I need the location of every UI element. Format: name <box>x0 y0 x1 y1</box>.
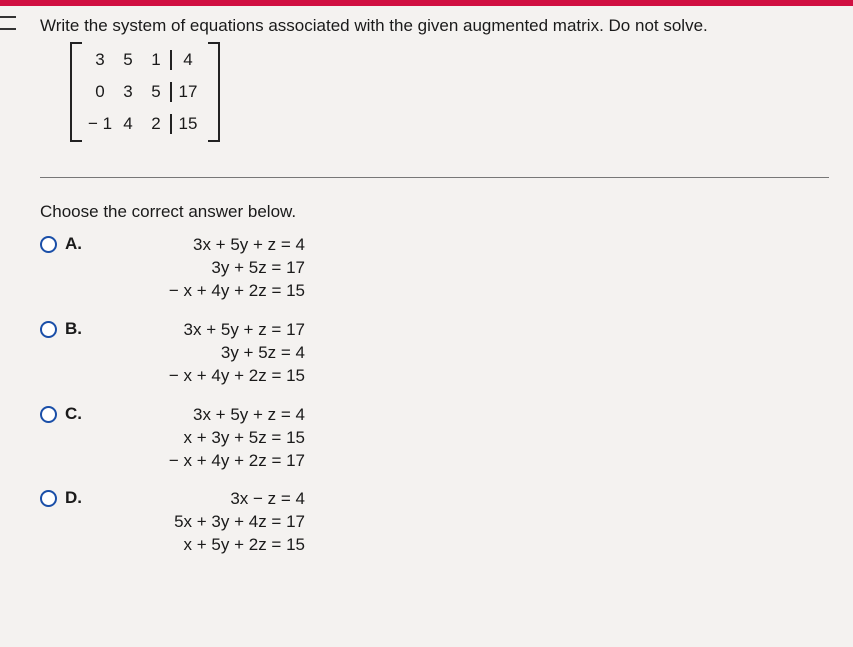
equation-line: 3y + 5z = 17 <box>105 257 305 280</box>
matrix-cell: 2 <box>142 114 170 134</box>
equation-line: 5x + 3y + 4z = 17 <box>105 511 305 534</box>
option-letter: B. <box>65 319 105 339</box>
option-letter: A. <box>65 234 105 254</box>
radio-icon[interactable] <box>40 236 57 253</box>
option-equations: 3x + 5y + z = 4 x + 3y + 5z = 15 − x + 4… <box>105 404 305 473</box>
option-equations: 3x − z = 4 5x + 3y + 4z = 17 x + 5y + 2z… <box>105 488 305 557</box>
option-equations: 3x + 5y + z = 17 3y + 5z = 4 − x + 4y + … <box>105 319 305 388</box>
matrix-left-bracket <box>70 42 82 142</box>
matrix-right-bracket <box>208 42 220 142</box>
question-text: Write the system of equations associated… <box>40 16 829 36</box>
equation-line: 3x + 5y + z = 17 <box>105 319 305 342</box>
radio-icon[interactable] <box>40 406 57 423</box>
equation-line: 3x + 5y + z = 4 <box>105 234 305 257</box>
matrix-cell: 3 <box>114 82 142 102</box>
radio-icon[interactable] <box>40 490 57 507</box>
matrix-cell: − 1 <box>86 114 114 134</box>
option-b[interactable]: B. 3x + 5y + z = 17 3y + 5z = 4 − x + 4y… <box>40 319 829 388</box>
matrix-aug-cell: 4 <box>170 50 204 70</box>
equation-line: 3y + 5z = 4 <box>105 342 305 365</box>
choose-prompt: Choose the correct answer below. <box>40 202 829 222</box>
option-a[interactable]: A. 3x + 5y + z = 4 3y + 5z = 17 − x + 4y… <box>40 234 829 303</box>
option-d[interactable]: D. 3x − z = 4 5x + 3y + 4z = 17 x + 5y +… <box>40 488 829 557</box>
matrix-cell: 0 <box>86 82 114 102</box>
equation-line: − x + 4y + 2z = 15 <box>105 280 305 303</box>
augmented-matrix: 3 5 1 4 0 3 5 17 − 1 4 2 15 <box>70 42 220 147</box>
option-equations: 3x + 5y + z = 4 3y + 5z = 17 − x + 4y + … <box>105 234 305 303</box>
equation-line: 3x + 5y + z = 4 <box>105 404 305 427</box>
section-divider <box>40 177 829 178</box>
radio-icon[interactable] <box>40 321 57 338</box>
matrix-aug-cell: 17 <box>170 82 204 102</box>
option-letter: D. <box>65 488 105 508</box>
matrix-cell: 5 <box>114 50 142 70</box>
page-content: Write the system of equations associated… <box>0 6 853 593</box>
matrix-aug-cell: 15 <box>170 114 204 134</box>
equation-line: x + 5y + 2z = 15 <box>105 534 305 557</box>
equation-line: 3x − z = 4 <box>105 488 305 511</box>
option-c[interactable]: C. 3x + 5y + z = 4 x + 3y + 5z = 15 − x … <box>40 404 829 473</box>
equation-line: x + 3y + 5z = 15 <box>105 427 305 450</box>
matrix-cells: 3 5 1 4 0 3 5 17 − 1 4 2 15 <box>82 42 208 142</box>
option-letter: C. <box>65 404 105 424</box>
matrix-cell: 1 <box>142 50 170 70</box>
equation-line: − x + 4y + 2z = 15 <box>105 365 305 388</box>
equation-line: − x + 4y + 2z = 17 <box>105 450 305 473</box>
matrix-cell: 3 <box>86 50 114 70</box>
matrix-cell: 4 <box>114 114 142 134</box>
matrix-cell: 5 <box>142 82 170 102</box>
